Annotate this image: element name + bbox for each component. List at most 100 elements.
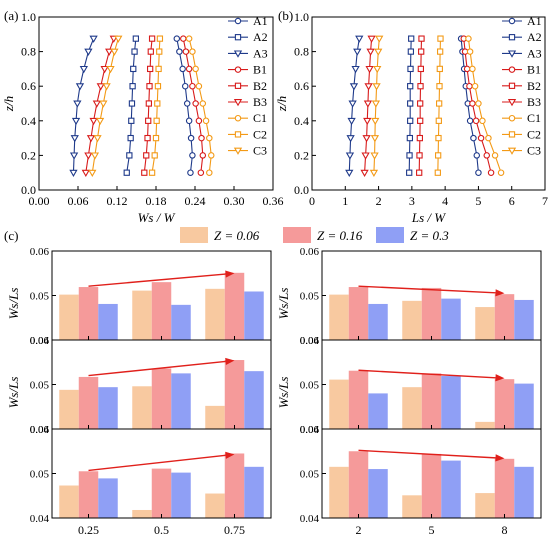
x-tick-label: 0.12 bbox=[107, 194, 128, 208]
legend-marker-C3 bbox=[507, 147, 517, 155]
bar bbox=[494, 294, 515, 340]
data-point-B3 bbox=[84, 152, 93, 160]
y-tick-label: 0.06 bbox=[300, 246, 320, 258]
data-point-C1 bbox=[206, 134, 213, 142]
bar bbox=[368, 393, 388, 429]
legend-label: B2 bbox=[527, 79, 541, 93]
bar bbox=[475, 307, 495, 340]
data-point-B2 bbox=[417, 117, 424, 124]
data-point-A3 bbox=[71, 117, 81, 126]
data-point-C3 bbox=[106, 65, 115, 74]
legend-marker-C2 bbox=[508, 131, 516, 138]
legend-label: C3 bbox=[253, 144, 267, 158]
bar bbox=[329, 466, 349, 518]
data-point-B3 bbox=[96, 83, 105, 91]
legend-marker-C2 bbox=[234, 131, 242, 138]
data-point-C2 bbox=[434, 169, 441, 176]
x-tick-label: 0.18 bbox=[146, 194, 167, 208]
x-tick-label: 0.00 bbox=[29, 194, 50, 208]
data-point-B2 bbox=[418, 48, 425, 55]
data-point-B3 bbox=[81, 169, 90, 178]
data-point-A1 bbox=[187, 169, 194, 176]
trend-arrow-line bbox=[88, 273, 226, 287]
trend-arrow-head bbox=[225, 270, 235, 278]
data-point-A1 bbox=[176, 48, 183, 55]
bar bbox=[348, 287, 369, 340]
data-point-A2 bbox=[407, 83, 414, 90]
legend-marker-C1 bbox=[234, 114, 242, 122]
data-point-A1 bbox=[183, 100, 191, 107]
y-tick-label: 0.06 bbox=[300, 335, 320, 347]
data-point-A3 bbox=[355, 35, 364, 43]
bar bbox=[514, 299, 534, 340]
y-tick-label: 0.06 bbox=[30, 335, 50, 347]
data-point-B2 bbox=[146, 83, 153, 90]
data-point-B1 bbox=[185, 65, 193, 73]
data-point-C3 bbox=[369, 169, 379, 178]
data-point-B2 bbox=[145, 117, 152, 124]
y-axis-label: z/h bbox=[274, 96, 289, 112]
legend-marker-A1 bbox=[508, 17, 516, 25]
bar bbox=[421, 287, 442, 340]
bar bbox=[171, 373, 191, 429]
data-point-C1 bbox=[497, 169, 505, 176]
data-point-B1 bbox=[463, 65, 471, 73]
y-tick-label: 0.05 bbox=[30, 291, 50, 303]
panel-label: (c) bbox=[4, 228, 18, 243]
trend-arrow-head bbox=[225, 451, 235, 459]
legend-marker-A1 bbox=[234, 17, 242, 25]
bar bbox=[205, 493, 225, 518]
data-point-C2 bbox=[436, 48, 444, 55]
legend-marker-A2 bbox=[234, 34, 242, 41]
legend-marker-B1 bbox=[508, 66, 516, 73]
data-point-B3 bbox=[363, 117, 372, 126]
y-tick-label: 0.05 bbox=[30, 469, 50, 481]
data-point-B2 bbox=[417, 65, 424, 73]
data-point-A1 bbox=[173, 35, 181, 42]
data-point-C1 bbox=[491, 152, 499, 159]
bar bbox=[514, 466, 534, 518]
x-tick-label: 0.06 bbox=[68, 194, 89, 208]
data-point-B1 bbox=[195, 117, 203, 125]
y-axis-label: Ws/Ls bbox=[276, 377, 291, 409]
data-point-B2 bbox=[144, 134, 151, 142]
x-tick-label: 7 bbox=[542, 194, 548, 208]
line-chart-a: (a) 0.00 0.06 0.12 0.18 0.24 0.30 0.36 0.0 0.2 0.4… bbox=[1, 8, 284, 225]
bar bbox=[402, 495, 422, 518]
bar bbox=[329, 379, 349, 429]
y-tick-label: 0.8 bbox=[294, 45, 309, 59]
legend-marker-B2 bbox=[234, 82, 242, 89]
y-tick-label: 0.05 bbox=[300, 469, 320, 481]
data-point-C2 bbox=[156, 48, 163, 55]
y-tick-label: 0.04 bbox=[300, 513, 320, 525]
panel-label: (a) bbox=[4, 8, 18, 23]
data-point-C3 bbox=[373, 65, 382, 74]
data-point-C2 bbox=[435, 134, 442, 142]
y-tick-label: 0.6 bbox=[294, 79, 309, 93]
series-line-A1 bbox=[176, 38, 193, 173]
data-point-A3 bbox=[75, 83, 85, 91]
y-tick-label: 0.4 bbox=[294, 114, 309, 128]
x-tick-label: 3 bbox=[409, 194, 415, 208]
data-point-C3 bbox=[370, 135, 380, 143]
data-point-C1 bbox=[195, 82, 203, 90]
plot-frame bbox=[311, 16, 546, 191]
trend-arrow-line bbox=[358, 449, 496, 459]
trend-arrow-head bbox=[495, 454, 505, 462]
legend-label: C3 bbox=[527, 144, 541, 158]
legend-label: A2 bbox=[527, 30, 542, 44]
y-tick-label: 0.04 bbox=[300, 335, 320, 347]
y-tick-label: 0.2 bbox=[21, 148, 36, 162]
data-point-A3 bbox=[84, 48, 93, 56]
data-point-B1 bbox=[472, 117, 480, 125]
legend-marker-C1 bbox=[508, 114, 516, 122]
data-point-A1 bbox=[182, 82, 189, 90]
bar bbox=[171, 472, 191, 518]
data-point-B2 bbox=[416, 134, 423, 142]
data-point-C3 bbox=[90, 152, 100, 160]
data-point-C1 bbox=[475, 100, 482, 107]
data-point-A2 bbox=[129, 83, 136, 90]
x-tick-label: 5 bbox=[475, 194, 481, 208]
x-tick-label: 0.75 bbox=[224, 523, 245, 537]
